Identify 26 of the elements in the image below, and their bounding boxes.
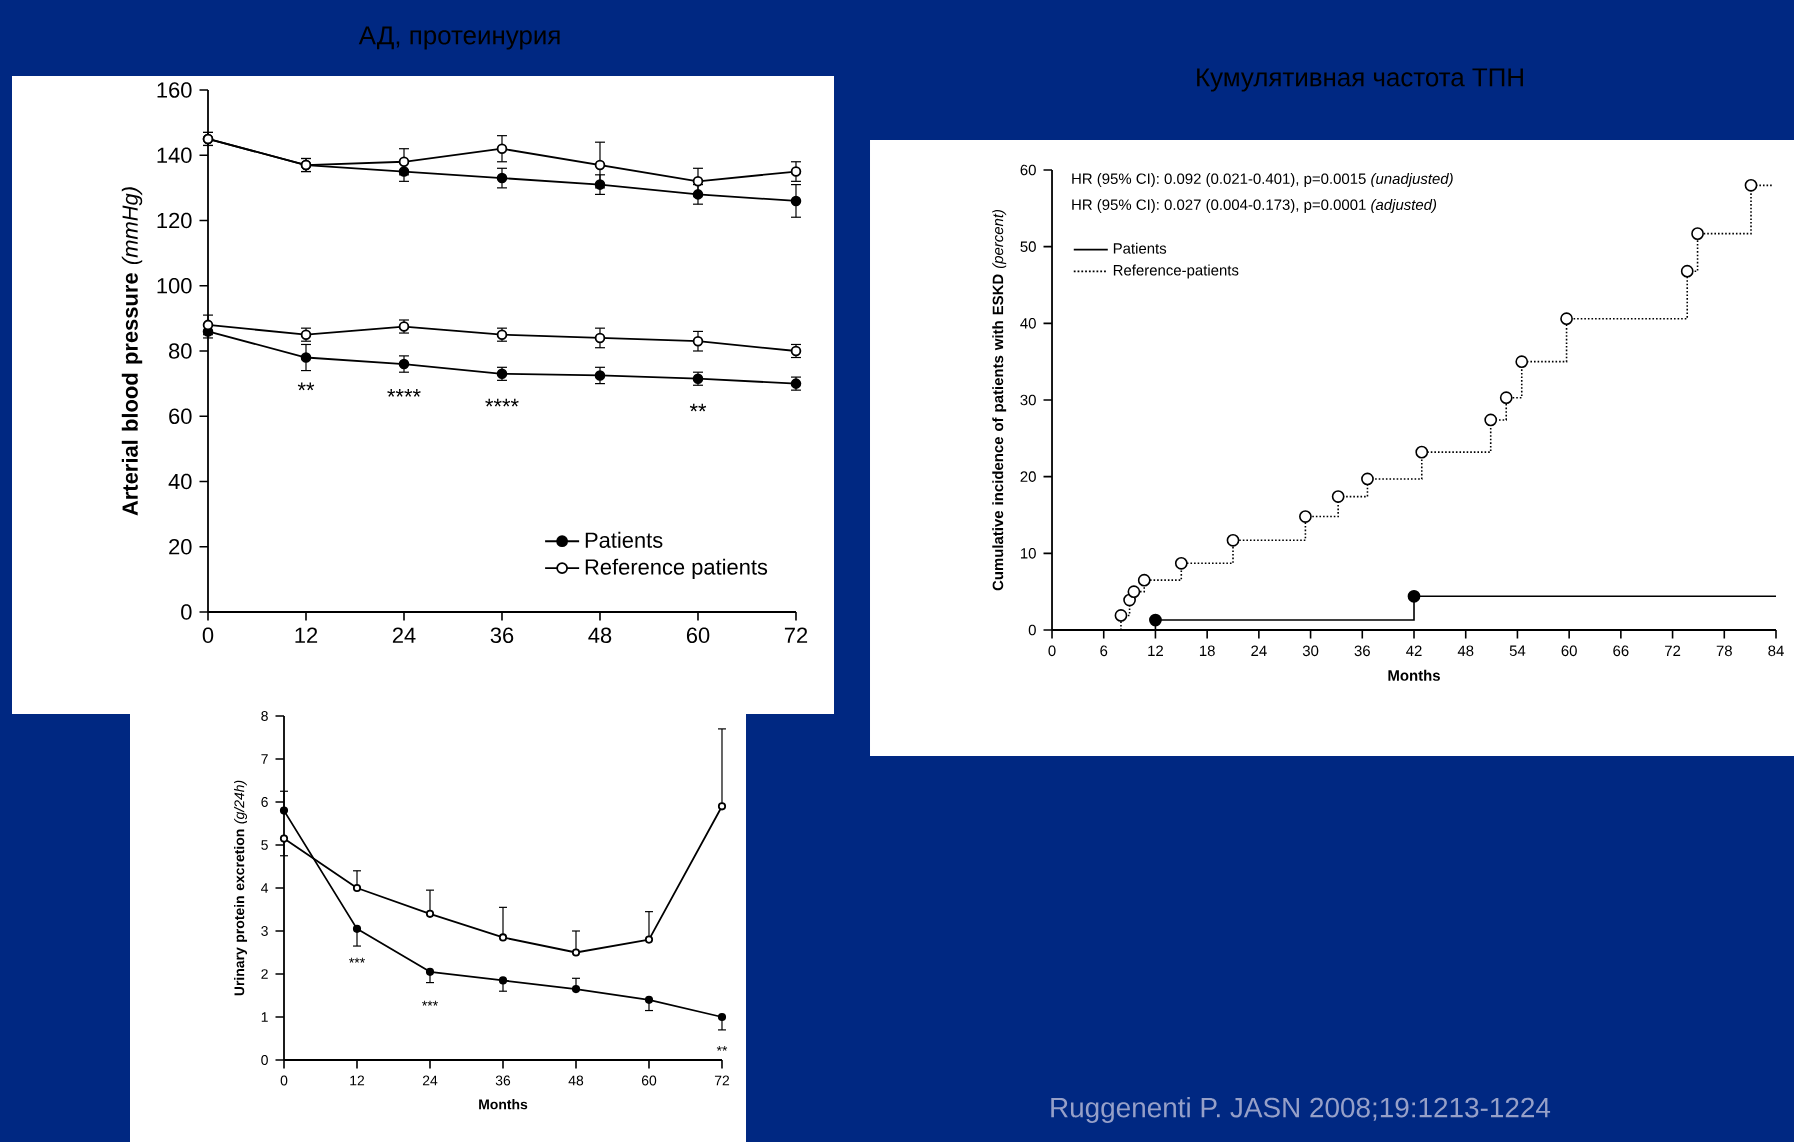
x-tick-label: 72 [784,627,808,643]
x-tick-label: 12 [295,627,318,643]
y-axis-title: Arterial blood pressure (mmHg) [121,187,143,516]
x-tick-label: 60 [686,627,710,644]
y-tick-label: 60 [169,408,192,425]
annotation: ** [689,403,707,412]
annotation: ** [297,382,315,391]
x-tick-label: 0 [202,627,214,644]
y-tick-label: 100 [157,278,192,294]
legend-label: Reference patients [585,558,768,580]
y-tick-label: 20 [169,539,192,555]
y-tick-label: 0 [181,604,192,620]
legend-label: Patients [585,531,663,548]
text: Ruggenenti P. JASN 2008;19:1213-1224 [1051,1096,1551,1123]
annotation: **** [485,398,519,407]
y-tick-label: 40 [168,473,192,490]
y-tick-label: 160 [157,82,192,98]
x-tick-label: 48 [588,627,612,644]
x-tick-label: 24 [392,627,416,643]
chart-title: АД, протеинурия [358,26,560,50]
y-tick-label: 120 [157,212,192,229]
y-tick-label: 140 [157,147,192,163]
annotation: **** [387,389,421,397]
y-tick-label: 80 [169,343,192,359]
chart-title: Кумулятивная частота ТПН [1197,68,1523,92]
x-tick-label: 36 [490,627,514,644]
